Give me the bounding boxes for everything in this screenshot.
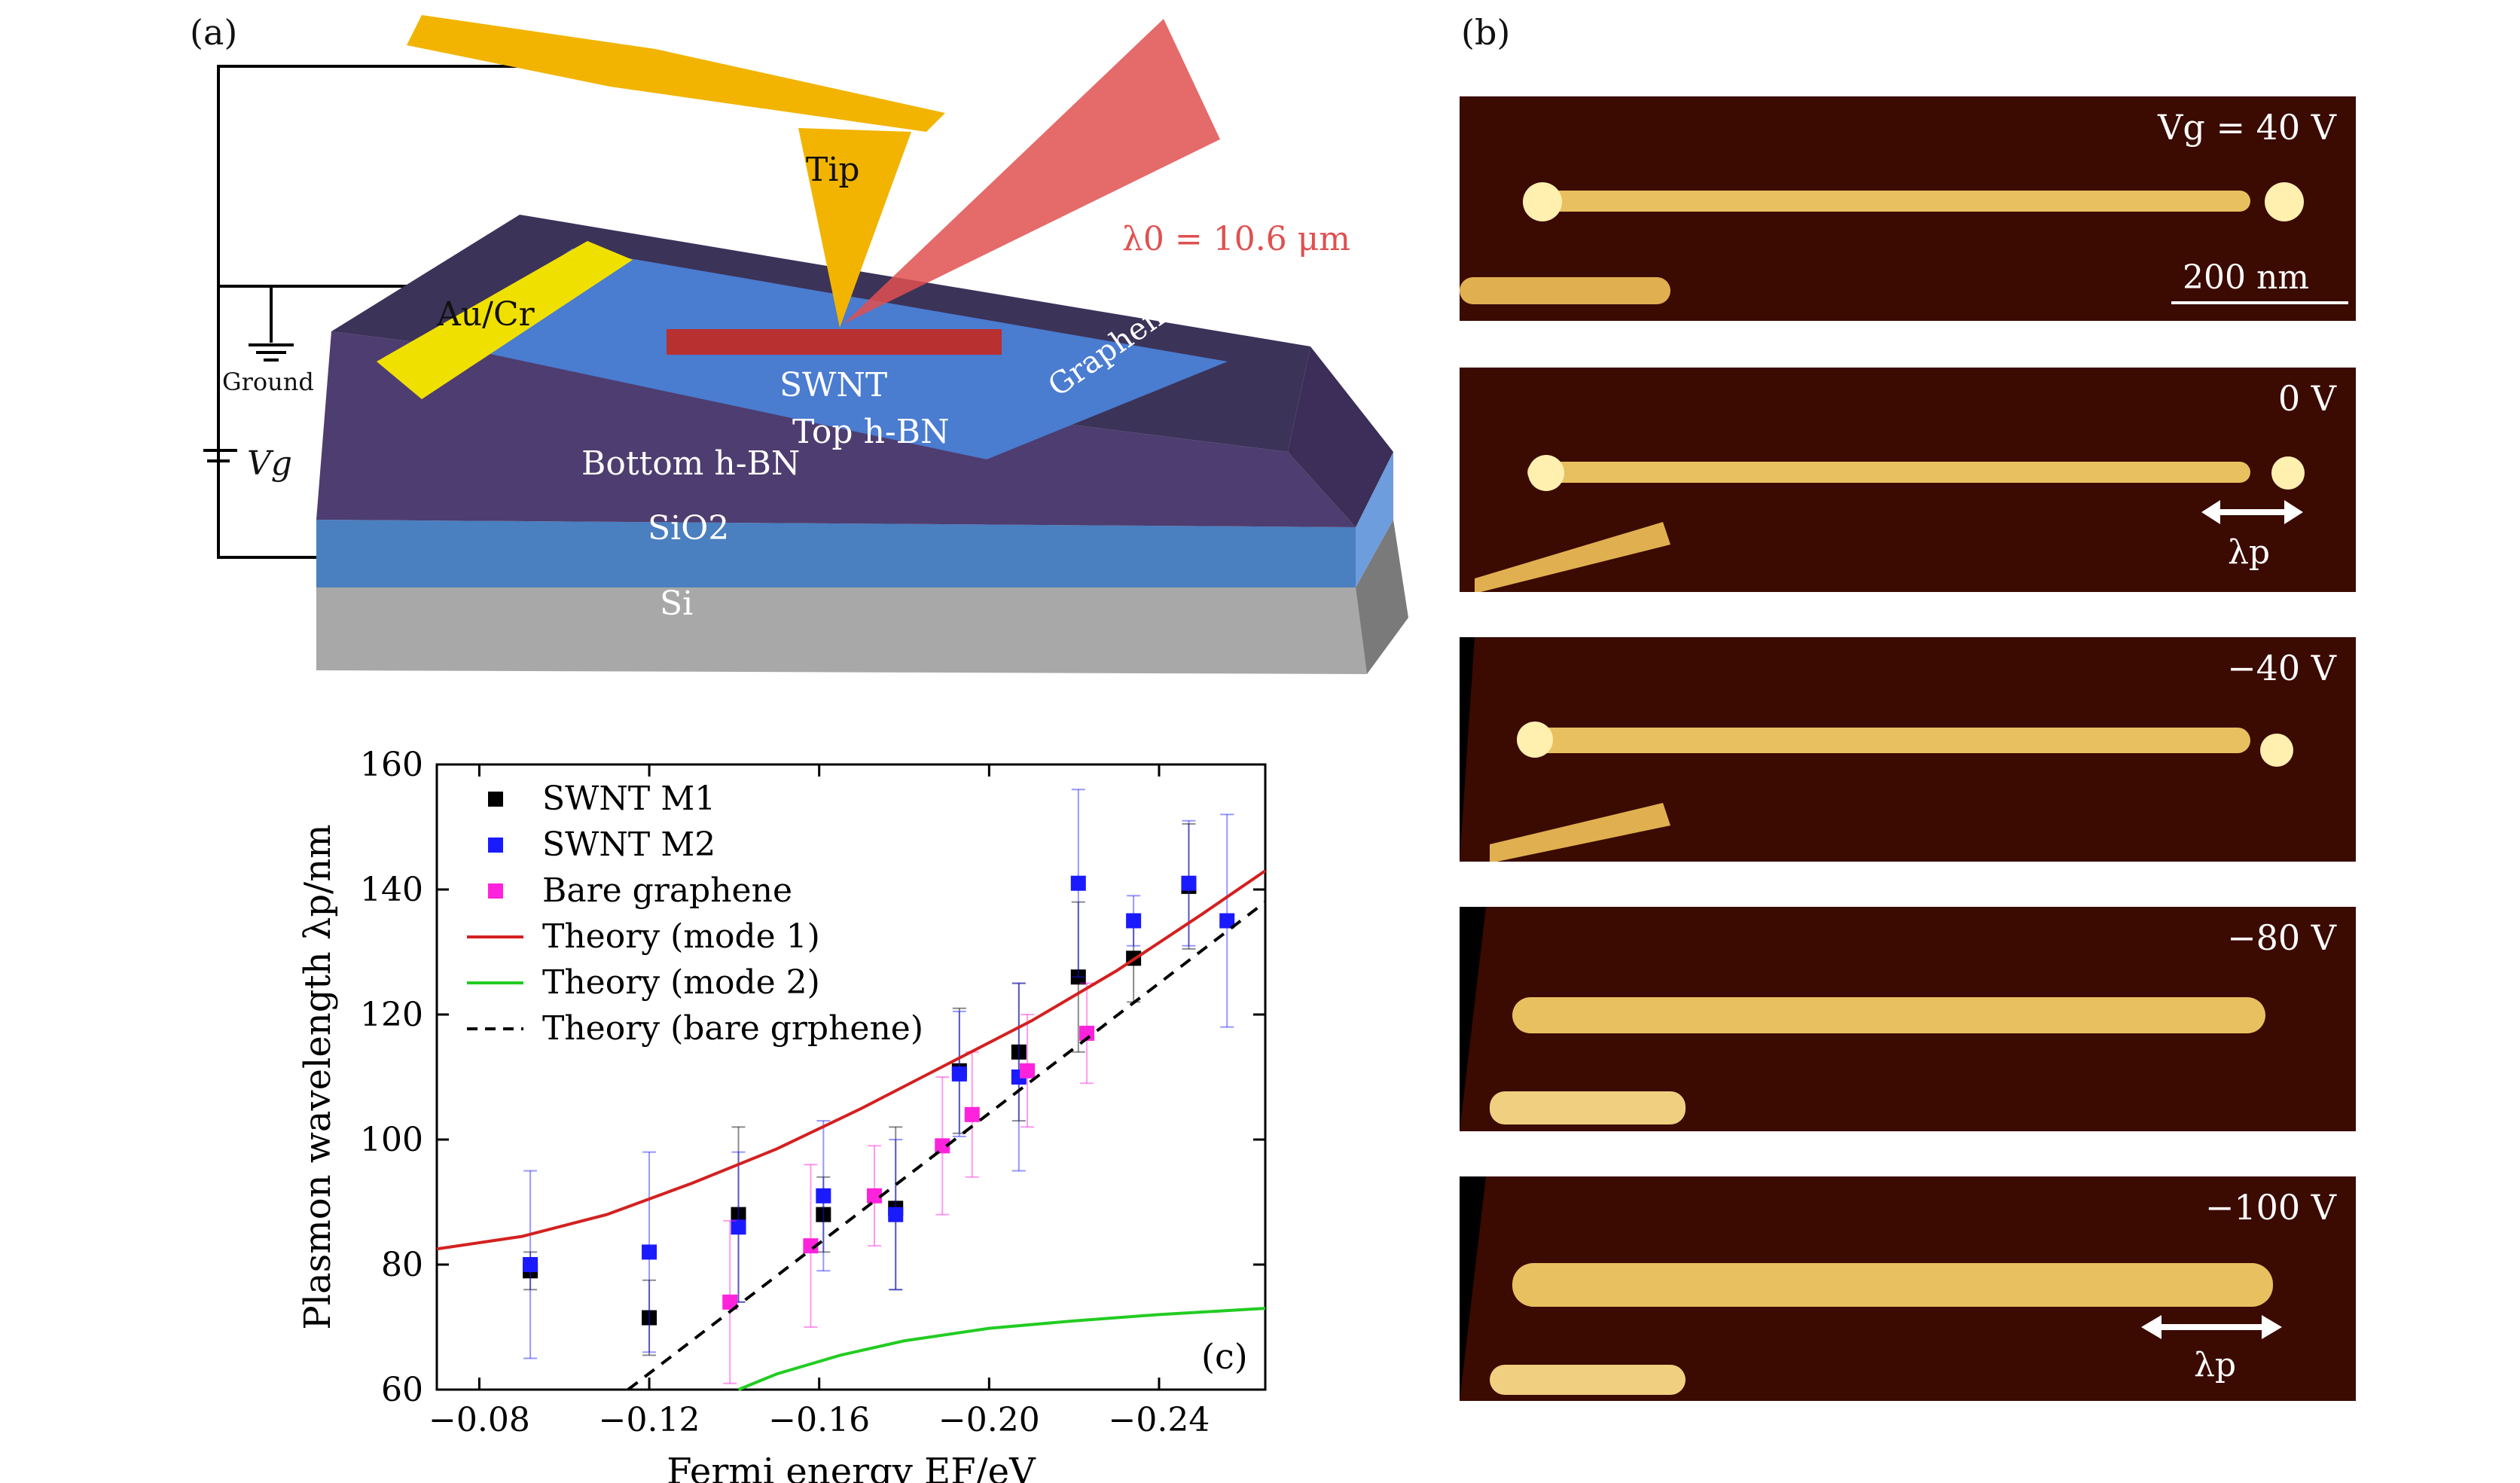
data-point (731, 1219, 746, 1235)
legend-label: Theory (bare grphene) (542, 1009, 923, 1048)
bottom-hbn (316, 331, 1356, 527)
nanotube-signal (1460, 637, 2293, 862)
x-tick-label: −0.08 (429, 1401, 530, 1439)
data-point (867, 1188, 883, 1204)
legend-label: Bare graphene (542, 871, 792, 910)
legend-label: SWNT M2 (542, 825, 715, 864)
legend-label: SWNT M1 (542, 780, 715, 818)
data-point (964, 1106, 980, 1122)
sio2-label: SiO2 (648, 509, 730, 548)
data-point (1020, 1063, 1036, 1079)
si-side (1356, 520, 1408, 674)
legend-marker (488, 838, 503, 853)
laser-wavelength-label: λ0 = 10.6 μm (1122, 220, 1350, 258)
si-label: Si (660, 584, 694, 623)
data-point (722, 1294, 738, 1310)
x-tick-label: −0.12 (599, 1401, 700, 1439)
data-point (935, 1138, 950, 1154)
x-tick-label: −0.16 (768, 1401, 870, 1439)
series-line (436, 869, 1267, 1251)
nanotube-signal (1475, 455, 2305, 592)
contact-label: Au/Cr (437, 295, 535, 334)
legend-label: Theory (mode 2) (542, 963, 820, 1002)
data-point (1070, 875, 1086, 891)
data-point (1011, 1044, 1027, 1060)
data-point (888, 1207, 904, 1222)
device-schematic (203, 15, 1408, 674)
plasmon-wavelength-chart: −0.08 −0.12 −0.16 −0.20 −0.24 60 80 100 120 140 16… (297, 746, 1267, 1483)
scalebar-label: 200 nm (2183, 258, 2310, 297)
nanotube-signal (1460, 907, 2265, 1131)
gate-voltage-label: −80 V (2227, 917, 2336, 958)
si-front (316, 587, 1367, 674)
swnt-label: SWNT (779, 366, 888, 404)
data-point (803, 1238, 819, 1254)
legend-marker (488, 883, 503, 899)
panel-b-letter: (b) (1461, 12, 1511, 53)
series-line (737, 1307, 1266, 1391)
afm-tip (798, 128, 911, 328)
data-point (523, 1257, 538, 1272)
data-point (1181, 875, 1197, 891)
cantilever (407, 15, 945, 132)
data-point (951, 1066, 967, 1082)
data-point (1126, 913, 1142, 929)
scalebar (2171, 301, 2348, 304)
data-point (1219, 913, 1235, 929)
gate-voltage-label: 0 V (2277, 378, 2336, 419)
plasmon-wavelength-arrow-label: λp (2194, 1346, 2237, 1384)
data-point (1079, 1025, 1095, 1041)
afm-image-3: −40 V (1460, 637, 2356, 862)
legend-label: Theory (mode 1) (542, 917, 820, 956)
nanotube-signal (1460, 1176, 2282, 1401)
tip-label: Tip (806, 151, 860, 189)
ground-label: Ground (222, 368, 314, 396)
top-hbn-label: Top h-BN (792, 413, 950, 451)
y-tick-label: 60 (381, 1371, 423, 1409)
legend-marker (488, 792, 503, 807)
gate-voltage-label: −40 V (2227, 648, 2336, 688)
gate-voltage-label: −100 V (2204, 1187, 2336, 1228)
plasmon-wavelength-arrow-label: λp (2228, 533, 2271, 572)
gate-voltage-label: Vg = 40 V (2158, 107, 2336, 148)
plot-frame (435, 763, 1267, 1391)
data-point (642, 1244, 657, 1260)
y-tick-label: 80 (381, 1246, 423, 1284)
x-tick-label: −0.20 (938, 1401, 1040, 1439)
gate-voltage-label: Vg (247, 444, 292, 483)
swnt-tube (667, 329, 1002, 355)
y-tick-label: 140 (360, 871, 423, 909)
bottom-hbn-label: Bottom h-BN (581, 444, 801, 483)
data-point (1070, 969, 1086, 985)
afm-image-4: −80 V (1460, 907, 2356, 1131)
sio2-front (316, 520, 1356, 587)
data-point (642, 1310, 657, 1326)
x-tick-label: −0.24 (1109, 1401, 1210, 1439)
panel-c-letter: (c) (1201, 1336, 1248, 1377)
sio2-side (1356, 452, 1393, 587)
laser-beam (844, 19, 1220, 324)
series-line (627, 901, 1267, 1391)
afm-image-5: −100 V λp (1460, 1176, 2356, 1401)
afm-image-2: 0 V λp (1460, 368, 2356, 592)
nanotube-signal (1460, 182, 2304, 304)
data-point (816, 1188, 831, 1204)
y-tick-label: 160 (360, 746, 423, 784)
y-tick-label: 120 (360, 996, 423, 1034)
afm-image-1: Vg = 40 V 200 nm (1460, 96, 2356, 321)
data-point (816, 1207, 831, 1222)
hbn-side (1288, 346, 1393, 527)
panel-a-letter: (a) (190, 12, 238, 53)
y-axis-label: Plasmon wavelength λp/nm (297, 824, 339, 1329)
y-tick-label: 100 (360, 1121, 423, 1159)
x-axis-label: Fermi energy EF/eV (667, 1451, 1036, 1483)
au-cr-contact (377, 241, 633, 399)
data-point (731, 1207, 746, 1222)
